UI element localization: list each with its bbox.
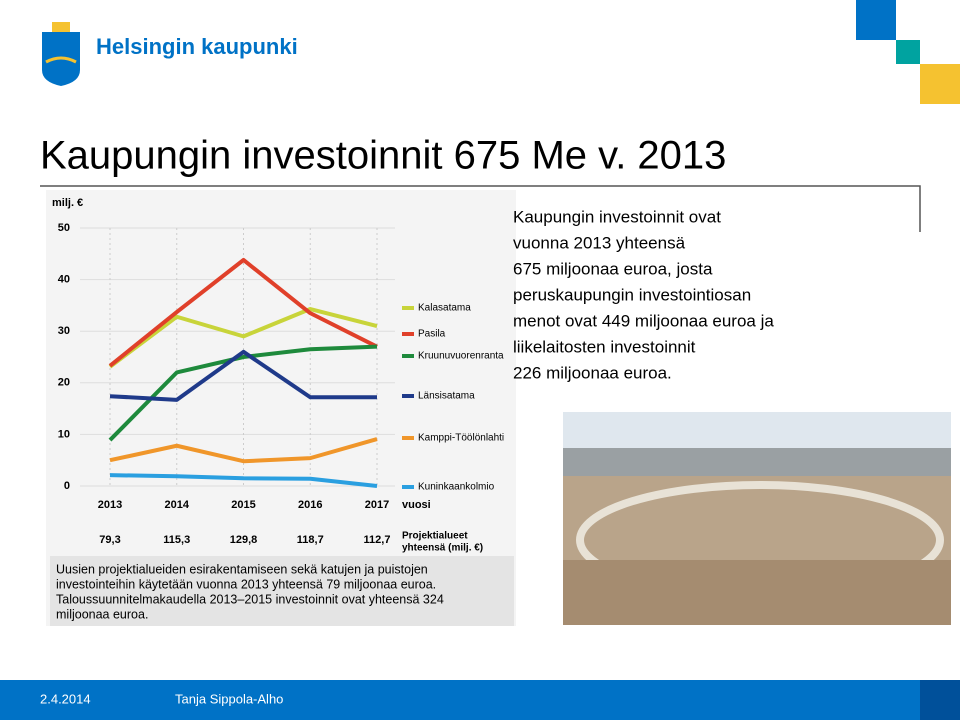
series-line [109, 349, 377, 402]
slide-title: Kaupungin investoinnit 675 Me v. 2013 [40, 134, 726, 178]
series-line [108, 344, 378, 442]
y-axis-label: milj. € [52, 197, 83, 209]
body-text: 675 miljoonaa euroa, josta [513, 259, 713, 278]
photo [563, 412, 951, 625]
series-line [109, 473, 378, 488]
legend-label: Kuninkaankolmio [418, 482, 495, 493]
totals-label: yhteensä (milj. €) [402, 543, 483, 554]
deco [856, 0, 896, 40]
body-text: vuonna 2013 yhteensä [513, 233, 686, 252]
footer-date: 2.4.2014 [40, 691, 91, 706]
title-rule [40, 185, 921, 232]
x-axis-label: vuosi [402, 499, 431, 511]
caption: Uusien projektialueiden esirakentamiseen… [56, 562, 428, 576]
legend-label: Kruunuvuorenranta [418, 351, 504, 362]
y-tick-label: 10 [58, 428, 70, 440]
series-line [109, 437, 378, 464]
body-text: liikelaitosten investoinnit [513, 337, 696, 356]
y-tick-label: 20 [58, 377, 70, 389]
y-tick-label: 30 [58, 325, 70, 337]
y-tick-label: 50 [58, 222, 70, 234]
org-name: Helsingin kaupunki [96, 34, 298, 59]
caption: investointeihin käytetään vuonna 2013 yh… [56, 577, 436, 591]
deco [920, 64, 960, 104]
deco [920, 680, 960, 720]
logo [42, 22, 80, 86]
legend-label: Kamppi-Töölönlahti [418, 433, 504, 444]
x-tick-label: 2013 [98, 499, 122, 511]
x-tick-label: 2014 [165, 499, 190, 511]
legend-label: Pasila [418, 329, 446, 340]
legend-label: Kalasatama [418, 303, 471, 314]
body-text: Kaupungin investoinnit ovat [513, 207, 721, 226]
caption-box [50, 556, 514, 626]
caption: miljoonaa euroa. [56, 607, 148, 621]
series-line [108, 307, 378, 369]
x-tick-label: 2016 [298, 499, 322, 511]
total-value: 112,7 [364, 534, 391, 546]
footer-bar [0, 680, 960, 720]
y-tick-label: 40 [58, 274, 70, 286]
caption: Taloussuunnitelmakaudella 2013–2015 inve… [56, 592, 444, 606]
body-text: 226 miljoonaa euroa. [513, 363, 672, 382]
body-text: menot ovat 449 miljoonaa euroa ja [513, 311, 774, 330]
chart-image [46, 190, 516, 626]
series-line [108, 257, 378, 368]
y-tick-label: 0 [64, 480, 70, 492]
total-value: 118,7 [297, 534, 324, 546]
x-tick-label: 2017 [365, 499, 389, 511]
x-tick-label: 2015 [231, 499, 255, 511]
totals-label: Projektialueet [402, 531, 468, 542]
body-text: peruskaupungin investointiosan [513, 285, 751, 304]
legend-label: Länsisatama [418, 391, 475, 402]
total-value: 129,8 [230, 534, 258, 546]
deco [896, 40, 920, 64]
total-value: 115,3 [163, 534, 190, 546]
footer-author: Tanja Sippola-Alho [175, 691, 283, 706]
total-value: 79,3 [99, 534, 120, 546]
